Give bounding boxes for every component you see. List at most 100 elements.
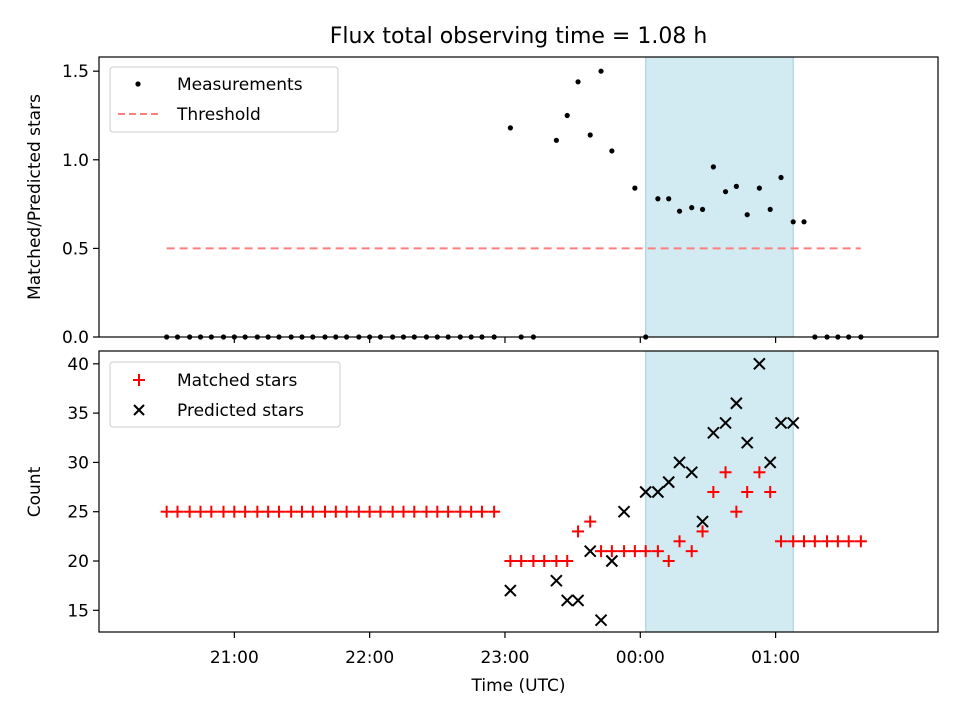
y-tick-label: 15 — [67, 601, 89, 621]
point-matched-stars — [431, 505, 444, 518]
point-predicted-stars — [730, 397, 743, 410]
panel-ratio-frame — [98, 56, 939, 338]
point-matched-stars — [584, 515, 597, 528]
point-predicted-stars — [753, 357, 766, 371]
point-matched-stars — [595, 545, 608, 558]
point-measurements — [632, 185, 638, 191]
point-matched-stars — [386, 505, 399, 518]
point-measurements — [744, 212, 750, 218]
y-tick-label: 40 — [67, 355, 89, 375]
panel-count-ylabel: Count — [25, 466, 45, 517]
point-predicted-stars — [719, 416, 732, 430]
point-matched-stars — [685, 545, 698, 558]
point-predicted-stars — [639, 485, 652, 499]
point-matched-stars — [527, 555, 540, 568]
point-measurements — [507, 125, 513, 131]
point-measurements — [587, 132, 593, 138]
point-matched-stars — [842, 535, 855, 548]
point-predicted-stars — [571, 594, 585, 607]
point-predicted-stars — [774, 416, 788, 430]
panel-count-legend: Matched stars Predicted stars — [109, 361, 341, 428]
point-predicted-stars — [786, 416, 800, 430]
panel-ratio-yticks: 0.0 0.5 1.0 1.5 — [62, 62, 99, 348]
point-matched-stars — [488, 505, 501, 518]
point-matched-stars — [318, 505, 331, 518]
legend-label-measurements: Measurements — [177, 75, 303, 95]
point-matched-stars — [465, 505, 478, 518]
point-matched-stars — [194, 505, 207, 518]
point-matched-stars — [504, 555, 517, 568]
point-matched-stars — [753, 466, 766, 479]
point-predicted-stars — [740, 436, 754, 449]
point-matched-stars — [272, 505, 285, 518]
y-tick-label: 20 — [67, 552, 89, 572]
point-matched-stars — [662, 555, 675, 568]
y-tick-label: 25 — [67, 503, 89, 523]
point-matched-stars — [374, 505, 387, 518]
point-matched-stars — [787, 535, 800, 548]
point-measurements — [666, 196, 672, 202]
point-measurements — [564, 112, 570, 119]
legend-label-predicted: Predicted stars — [177, 401, 304, 421]
point-measurements — [756, 185, 762, 191]
point-measurements — [710, 164, 716, 170]
point-matched-stars — [295, 505, 308, 518]
y-tick-label: 1.5 — [62, 62, 89, 82]
point-matched-stars — [798, 535, 811, 548]
point-predicted-stars — [673, 456, 686, 469]
point-matched-stars — [854, 535, 867, 548]
point-matched-stars — [775, 535, 788, 548]
point-matched-stars — [420, 505, 433, 518]
panel-count-marks — [160, 357, 867, 627]
point-measurements — [733, 183, 739, 189]
y-tick-label: 30 — [67, 453, 89, 473]
legend-marker-predicted — [133, 404, 145, 416]
point-matched-stars — [160, 505, 173, 518]
point-matched-stars — [183, 505, 196, 518]
point-matched-stars — [408, 505, 421, 518]
point-matched-stars — [285, 505, 298, 518]
point-matched-stars — [515, 555, 528, 568]
point-measurements — [722, 189, 729, 195]
point-matched-stars — [171, 505, 184, 518]
point-matched-stars — [696, 525, 709, 538]
point-matched-stars — [764, 485, 777, 498]
point-predicted-stars — [617, 505, 631, 518]
point-matched-stars — [205, 505, 218, 518]
point-measurements — [676, 208, 683, 214]
point-measurements — [689, 205, 695, 211]
panel-count-frame — [98, 350, 939, 633]
point-matched-stars — [352, 505, 365, 518]
legend-marker-measurements — [135, 81, 141, 87]
legend-label-matched: Matched stars — [177, 371, 297, 391]
point-matched-stars — [741, 485, 754, 498]
panel-ratio-legend: Measurements Threshold — [109, 66, 339, 133]
point-matched-stars — [340, 505, 353, 518]
panel-count-yticks: 15 20 25 30 35 40 — [67, 355, 99, 621]
point-matched-stars — [651, 545, 664, 558]
x-tick-label: 00:00 — [616, 648, 665, 668]
point-matched-stars — [628, 545, 641, 558]
point-matched-stars — [719, 466, 732, 479]
x-tick-label: 23:00 — [480, 648, 529, 668]
point-measurements — [609, 148, 615, 154]
chart-title: Flux total observing time = 1.08 h — [330, 24, 708, 49]
point-matched-stars — [251, 505, 264, 518]
point-measurements — [553, 137, 559, 143]
point-measurements — [655, 196, 661, 202]
y-tick-label: 1.0 — [62, 151, 89, 171]
point-measurements — [575, 79, 581, 85]
legend-marker-matched — [133, 374, 145, 386]
x-tick-label: 21:00 — [210, 648, 259, 668]
x-tick-label: 22:00 — [345, 648, 394, 668]
point-matched-stars — [673, 535, 686, 548]
point-predicted-stars — [662, 475, 675, 489]
panel-ratio-ylabel: Matched/Predicted stars — [25, 94, 45, 300]
legend-box — [109, 66, 339, 133]
point-predicted-stars — [594, 613, 608, 627]
point-matched-stars — [639, 545, 652, 558]
point-predicted-stars — [561, 594, 574, 607]
legend-box — [109, 361, 341, 428]
point-matched-stars — [217, 505, 230, 518]
point-predicted-stars — [605, 554, 619, 568]
